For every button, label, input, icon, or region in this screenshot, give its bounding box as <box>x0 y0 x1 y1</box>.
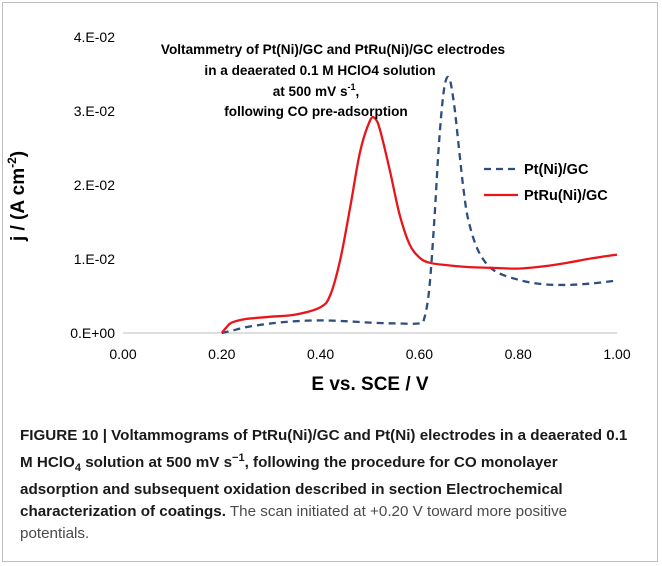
chart-title-line-4: following CO pre-adsorption <box>224 104 408 119</box>
x-tick-label: 0.40 <box>307 346 334 362</box>
y-tick-label: 1.E-02 <box>74 251 115 267</box>
caption-superscript: −1 <box>232 452 245 464</box>
y-tick-label: 0.E+00 <box>70 325 115 341</box>
x-tick-label: 0.00 <box>109 346 136 362</box>
caption-bold-part-2: solution at 500 mV s <box>80 454 233 472</box>
chart-title-line-3-sup: -1 <box>348 82 356 92</box>
x-tick-label: 0.80 <box>505 346 532 362</box>
y-tick-labels: 0.E+00 1.E-02 2.E-02 3.E-02 4.E-02 <box>70 29 115 341</box>
series-line-ptru-ni-gc <box>220 115 618 334</box>
y-axis-label: j / (A cm-2) <box>5 151 29 242</box>
voltammetry-chart: 0.E+001.E-022.E-023.E-024.E-02 0.00 0.20 0… <box>5 29 631 395</box>
y-tick-label: 3.E-02 <box>74 103 115 119</box>
legend: Pt(Ni)/GC PtRu(Ni)/GC <box>484 162 608 204</box>
series-layer <box>220 75 618 335</box>
caption-subscript-4: 4 <box>74 462 81 475</box>
y-axis-label-sup: -2 <box>5 157 19 168</box>
x-tick-label: 0.60 <box>406 346 433 362</box>
figure-caption: FIGURE 10 | Voltammograms of PtRu(Ni)/GC… <box>20 425 638 545</box>
legend-label-ptru-ni-gc: PtRu(Ni)/GC <box>524 188 608 204</box>
x-tick-labels: 0.00 0.20 0.40 0.60 0.80 1.00 <box>109 346 630 362</box>
x-tick-label: 0.20 <box>208 346 235 362</box>
caption-rest: The scan initiated at +0.20 V toward mor… <box>20 503 568 543</box>
y-axis-label-tail: ) <box>8 151 29 157</box>
caption-bold-part-1: FIGURE 10 | Voltammograms of PtRu(Ni)/GC… <box>20 427 628 472</box>
legend-label-pt-ni-gc: Pt(Ni)/GC <box>524 162 589 178</box>
chart-title-line-1: Voltammetry of Pt(Ni)/GC and PtRu(Ni)/GC… <box>161 42 505 57</box>
x-tick-label: 1.00 <box>603 346 630 362</box>
chart-title-line-3-main: at 500 mV s <box>273 84 348 99</box>
chart-title-line-3-comma: , <box>356 84 360 99</box>
y-tick-label: 4.E-02 <box>74 29 115 45</box>
y-tick-label: 2.E-02 <box>74 177 115 193</box>
y-axis-label-main: j / (A cm <box>8 168 29 242</box>
caption-bold-part-3: , following the procedure for CO monolay… <box>20 454 563 521</box>
chart-title: Voltammetry of Pt(Ni)/GC and PtRu(Ni)/GC… <box>161 42 505 119</box>
x-axis-label: E vs. SCE / V <box>311 374 429 395</box>
chart-title-line-3: at 500 mV s-1, <box>273 82 360 99</box>
chart-title-line-2: in a deaerated 0.1 M HClO4 solution <box>204 63 435 78</box>
